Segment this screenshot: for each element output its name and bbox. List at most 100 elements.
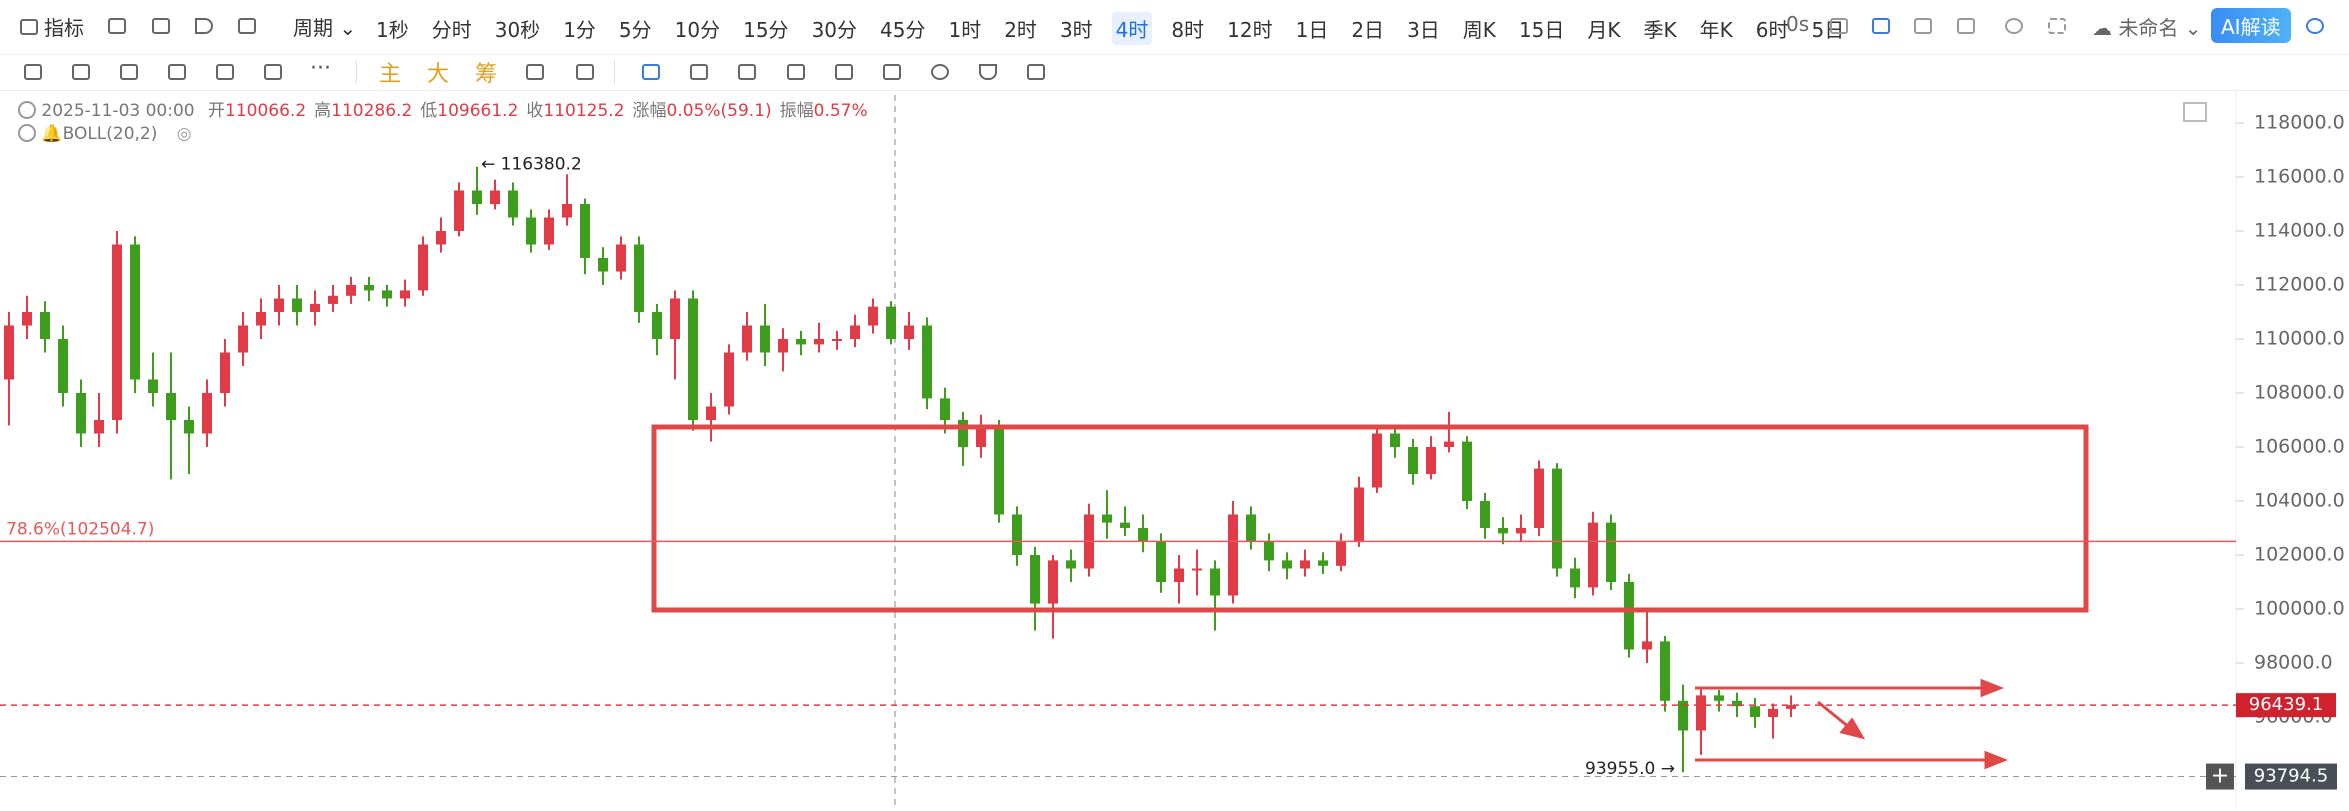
timeframe[interactable]: 8时 — [1171, 18, 1205, 42]
lock-tool[interactable] — [835, 64, 853, 80]
candle-body — [1462, 441, 1472, 501]
trend-tool[interactable] — [576, 64, 594, 80]
settings-icon[interactable] — [2005, 18, 2023, 34]
ray-tool[interactable] — [168, 64, 186, 80]
y-tick-label: 102000.0 — [2254, 544, 2345, 566]
copy-tool[interactable] — [642, 64, 660, 80]
indicator-button[interactable]: 指标 — [20, 12, 84, 41]
timeframe[interactable]: 6时 — [1755, 18, 1789, 42]
candle-body — [1102, 514, 1112, 523]
timeframe[interactable]: 年K — [1699, 18, 1733, 42]
candle-body — [850, 325, 860, 339]
timeframe[interactable]: 15分 — [743, 18, 789, 42]
share-icon[interactable] — [2306, 18, 2324, 34]
timeframe[interactable]: 3日 — [1407, 18, 1440, 42]
main-button[interactable]: 主 — [379, 62, 402, 87]
hide-icon[interactable]: ◎ — [176, 124, 192, 144]
timeframe[interactable]: 1秒 — [376, 18, 409, 42]
candle-body — [868, 306, 878, 326]
note-tool[interactable] — [883, 64, 901, 80]
candle-body — [490, 190, 500, 204]
timeframe[interactable]: 10分 — [674, 18, 721, 42]
candle-body — [526, 217, 536, 245]
y-tick-label: 104000.0 — [2254, 490, 2345, 512]
chip-button[interactable]: 筹 — [475, 62, 498, 87]
expand-icon[interactable] — [2183, 102, 2207, 122]
calendar-icon[interactable] — [108, 18, 126, 34]
timeframe[interactable]: 45分 — [880, 18, 926, 42]
candle-body — [706, 406, 716, 420]
replay-icon[interactable] — [195, 18, 213, 34]
line-tool[interactable] — [24, 64, 42, 80]
candle-body — [1498, 528, 1508, 534]
ruler-tool[interactable] — [690, 64, 708, 80]
timeframe[interactable]: 分时 — [431, 18, 472, 42]
candle-body — [940, 398, 950, 420]
candle-body — [1138, 528, 1148, 542]
candle-body — [724, 352, 734, 407]
timeframe[interactable]: 月K — [1587, 18, 1621, 42]
candle-body — [22, 312, 32, 326]
magnet-tool[interactable] — [931, 64, 949, 80]
timeframe[interactable]: 4时 — [1111, 12, 1153, 45]
candle-tool[interactable] — [787, 64, 805, 80]
period-button[interactable]: 周期 ⌄ — [293, 16, 357, 40]
rect-tool[interactable] — [216, 64, 234, 80]
timeframe[interactable]: 5日 — [1811, 18, 1845, 42]
timeframe[interactable]: 5分 — [618, 18, 652, 42]
timeframe[interactable]: 1时 — [948, 18, 982, 42]
timeframe[interactable]: 2时 — [1004, 18, 1037, 42]
popout-icon[interactable] — [1914, 18, 1932, 34]
ohlc-info: 2025-11-03 00:00 开110066.2 高110286.2 低1096… — [18, 96, 876, 121]
filter-tool[interactable] — [979, 64, 997, 80]
more-tools[interactable]: ··· — [310, 56, 331, 81]
chart-type-icon[interactable] — [238, 18, 256, 34]
timeframe[interactable]: 3时 — [1059, 18, 1093, 42]
template-icon[interactable] — [1957, 18, 1975, 34]
timeframe[interactable]: 2日 — [1351, 18, 1385, 42]
doc-name[interactable]: ☁ 未命名 ⌄ — [2092, 16, 2202, 40]
big-button[interactable]: 大 — [427, 62, 450, 87]
y-tick-label: 108000.0 — [2254, 382, 2345, 404]
candle-body — [202, 393, 212, 434]
pen-tool[interactable] — [738, 64, 756, 80]
info-label: 振幅 — [779, 101, 814, 121]
delete-tool[interactable] — [1027, 64, 1045, 80]
collapse-icon[interactable] — [18, 124, 36, 142]
candle-body — [580, 204, 590, 258]
indicator-legend: 🔔BOLL(20,2) ◎ — [18, 124, 192, 144]
candle-body — [1012, 514, 1022, 555]
camera-icon[interactable] — [1830, 18, 1848, 34]
y-tick-label: 100000.0 — [2254, 598, 2345, 620]
timeframe[interactable]: 12时 — [1227, 18, 1273, 42]
candle-body — [4, 325, 14, 380]
timeframe[interactable]: 1分 — [563, 18, 596, 42]
fib-tool[interactable] — [264, 64, 282, 80]
ai-button[interactable]: AI解读 — [2211, 8, 2291, 43]
candle-body — [976, 425, 986, 447]
timeframe[interactable]: 季K — [1643, 18, 1677, 42]
draw-icon[interactable] — [1872, 18, 1890, 34]
timeframe[interactable]: 30秒 — [494, 18, 541, 42]
hline-tool[interactable] — [72, 64, 90, 80]
candle-body — [1264, 541, 1274, 561]
candle-body — [886, 306, 896, 339]
candle-body — [256, 312, 266, 326]
add-icon: + — [2211, 764, 2229, 789]
timeframe[interactable]: 15日 — [1518, 18, 1565, 42]
add-button[interactable] — [2206, 763, 2234, 790]
channel-tool[interactable] — [120, 64, 138, 80]
timeframe[interactable]: 1日 — [1295, 18, 1329, 42]
arrows — [1695, 678, 2009, 770]
timeframe[interactable]: 30分 — [811, 18, 858, 42]
layout-icon[interactable] — [152, 18, 170, 34]
candle-body — [652, 312, 662, 339]
y-tick-label: 112000.0 — [2254, 274, 2345, 296]
arrow — [1817, 700, 1851, 730]
timeframe[interactable]: 周K — [1462, 18, 1496, 42]
candle-body — [670, 298, 680, 339]
sync-tool[interactable] — [526, 64, 544, 80]
candle-body — [76, 393, 86, 434]
collapse-icon[interactable] — [18, 101, 36, 119]
fullscreen-icon[interactable] — [2048, 18, 2066, 34]
